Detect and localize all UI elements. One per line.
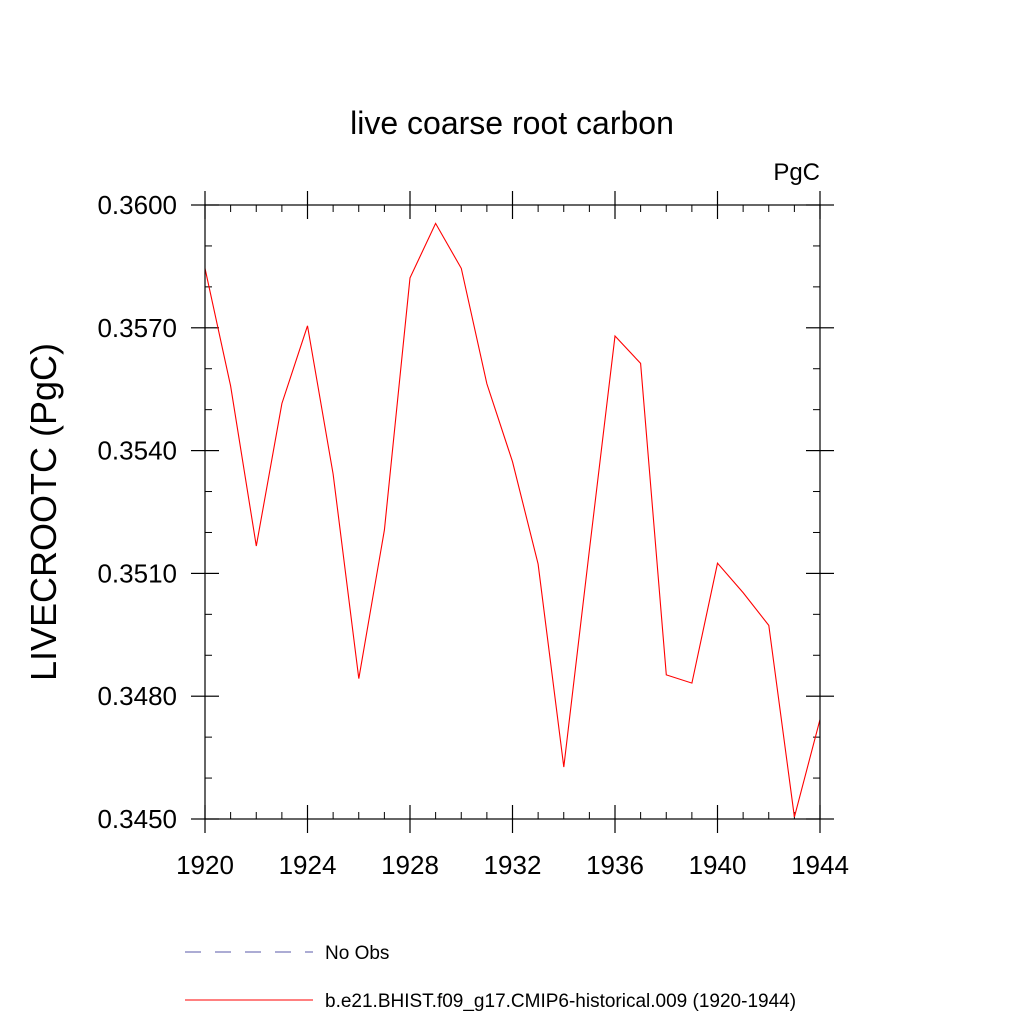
y-tick-label: 0.3600 [97, 190, 177, 220]
y-tick-labels: 0.3450 0.3480 0.3510 0.3540 0.3570 0.3600 [97, 190, 177, 834]
plot-frame [204, 204, 821, 820]
legend-label: No Obs [325, 943, 389, 964]
y-axis-label: LIVECROOTC (PgC) [23, 343, 64, 681]
y-tick-label: 0.3480 [97, 681, 177, 711]
legend: No Obs b.e21.BHIST.f09_g17.CMIP6-historic… [185, 943, 796, 1012]
x-tick-label: 1944 [791, 850, 849, 880]
unit-label: PgC [773, 159, 820, 186]
y-tick-label: 0.3450 [97, 804, 177, 834]
y-tick-label: 0.3510 [97, 558, 177, 588]
minor-ticks [205, 205, 820, 819]
x-tick-label: 1920 [176, 850, 234, 880]
series-line [204, 222, 821, 818]
series-layer [204, 222, 821, 818]
x-tick-label: 1924 [279, 850, 337, 880]
x-tick-label: 1940 [689, 850, 747, 880]
major-ticks [191, 191, 834, 833]
x-tick-label: 1936 [586, 850, 644, 880]
y-tick-label: 0.3570 [97, 313, 177, 343]
x-tick-label: 1928 [381, 850, 439, 880]
x-tick-label: 1932 [484, 850, 542, 880]
y-tick-label: 0.3540 [97, 436, 177, 466]
legend-label: b.e21.BHIST.f09_g17.CMIP6-historical.009… [325, 991, 796, 1012]
x-tick-labels: 1920 1924 1928 1932 1936 1940 1944 [176, 850, 849, 880]
chart-title: live coarse root carbon [350, 105, 674, 141]
